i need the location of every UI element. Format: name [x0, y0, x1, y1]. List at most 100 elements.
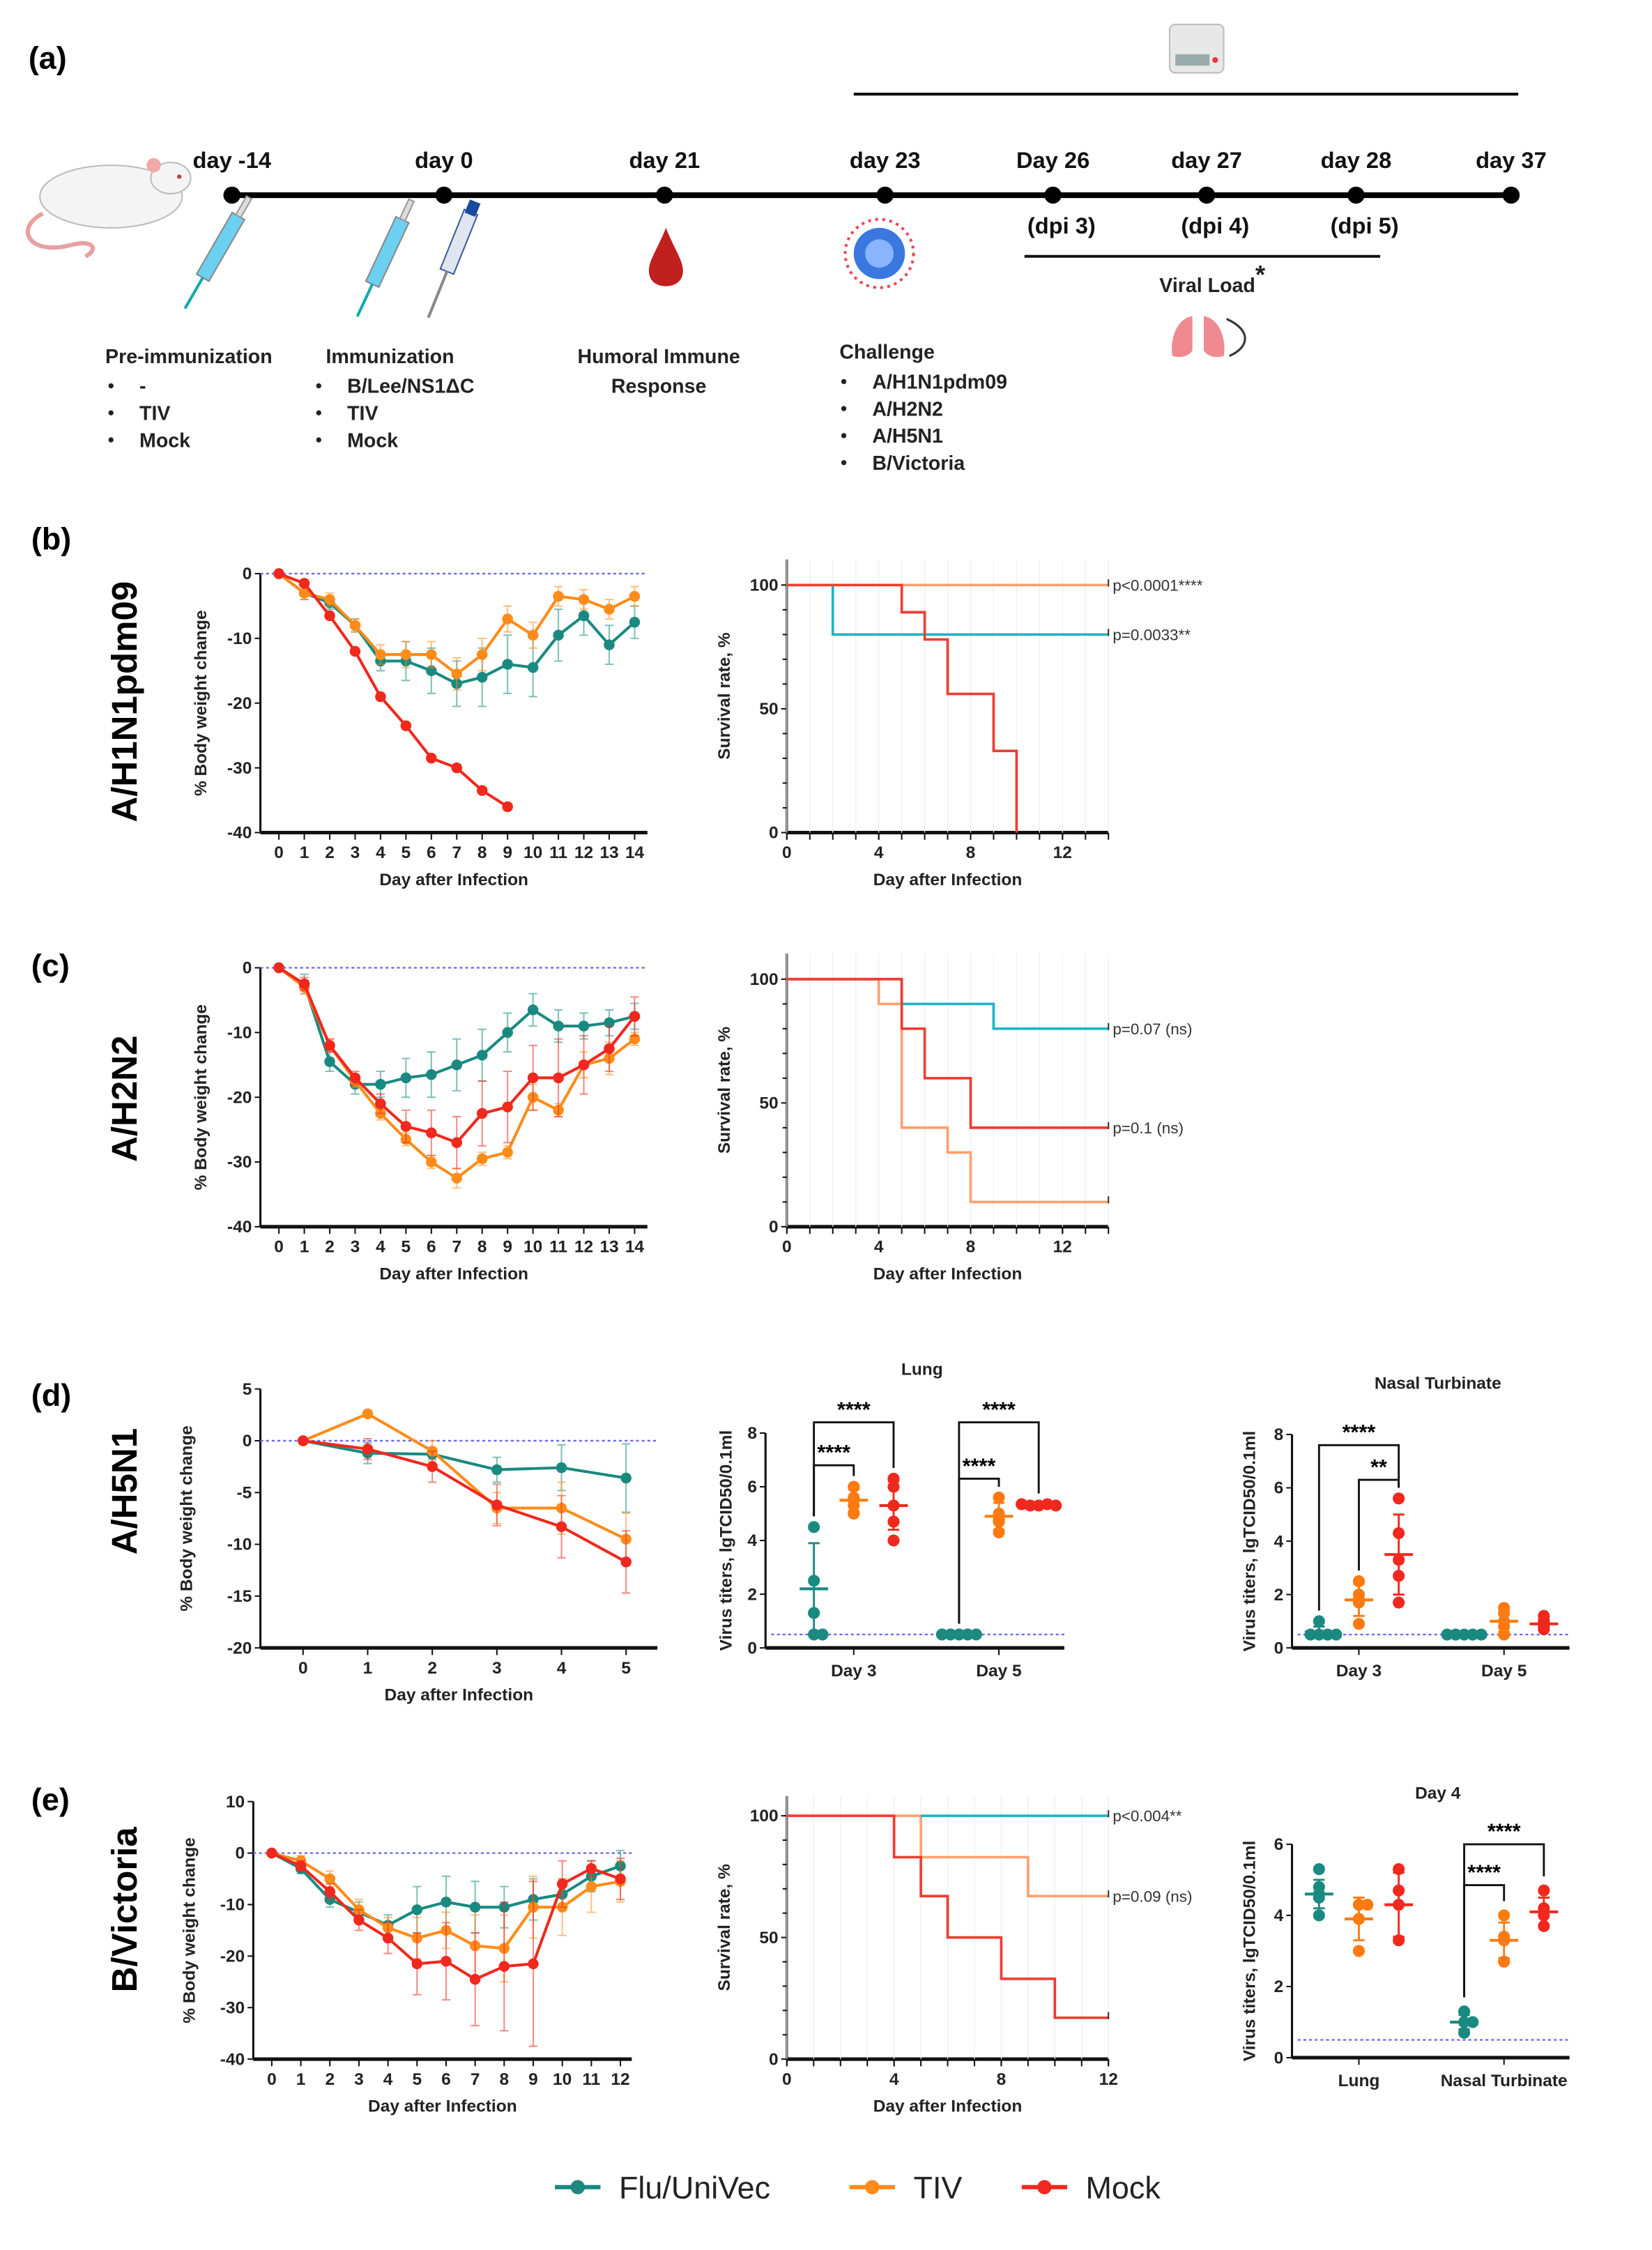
data-point	[1393, 1570, 1405, 1582]
data-point	[502, 1027, 513, 1039]
data-point	[1313, 1891, 1325, 1904]
dpi-label: (dpi 3)	[1027, 213, 1096, 238]
y-tick-label: 8	[747, 1424, 757, 1443]
data-point	[451, 762, 463, 774]
data-point	[324, 1056, 335, 1067]
group-flu-univec	[935, 1628, 982, 1641]
timeline-panel: day -14 day 0 day 21 day 23 Day 26 (dpi 3) day…	[26, 24, 1547, 475]
x-tick-label: 10	[523, 843, 542, 862]
x-tick-label: 6	[427, 843, 436, 862]
x-tick-label: 4	[889, 2070, 899, 2089]
data-point	[1313, 1909, 1325, 1922]
x-tick-label: 12	[574, 1238, 593, 1257]
x-tick-label: 4	[376, 1238, 385, 1257]
y-tick-label: 4	[1274, 1532, 1284, 1551]
category-label: Day 5	[1481, 1662, 1527, 1681]
x-tick-label: 4	[376, 843, 385, 862]
x-tick-label: 7	[471, 2070, 480, 2089]
group-flu-univec	[800, 1521, 829, 1641]
data-point	[1352, 1899, 1366, 1911]
x-tick-label: 2	[325, 1238, 335, 1257]
data-point	[476, 671, 488, 683]
data-point	[1304, 1628, 1317, 1641]
survival-curve-mock	[786, 977, 1109, 1129]
x-tick-label: 12	[1053, 1238, 1072, 1257]
data-point	[324, 1886, 336, 1897]
significance-bracket	[1463, 1884, 1506, 1998]
group-flu-univec	[1304, 1615, 1343, 1641]
legend-marker	[1037, 2180, 1052, 2195]
data-point	[1458, 2016, 1471, 2028]
y-tick-label: -30	[227, 1153, 252, 1172]
data-point	[1393, 1492, 1405, 1505]
timepoint-label: day 28	[1321, 147, 1392, 173]
group-tiv	[984, 1491, 1014, 1539]
x-tick-label: 8	[500, 2070, 510, 2089]
y-tick-label: 50	[759, 1094, 778, 1113]
chart-title: Day 4	[1415, 1784, 1461, 1803]
data-point	[476, 649, 488, 660]
y-tick-label: -30	[227, 759, 252, 778]
data-point	[604, 639, 615, 650]
x-tick-label: 9	[503, 1238, 512, 1257]
y-axis-label: Survival rate, %	[715, 1027, 734, 1154]
data-point	[1393, 1884, 1405, 1897]
timepoint-label: day 0	[415, 147, 473, 173]
data-point	[426, 1069, 437, 1080]
x-tick-label: 10	[523, 1238, 542, 1257]
data-point	[1016, 1498, 1028, 1510]
group-flu-univec	[1304, 1863, 1333, 1922]
data-point	[502, 801, 513, 813]
y-axis-label: Virus titers, lgTCID50/0.1ml	[1240, 1841, 1259, 2062]
data-point	[604, 1043, 615, 1055]
data-point	[629, 1011, 641, 1022]
y-tick-label: 50	[759, 1929, 778, 1947]
bullet-icon	[841, 460, 847, 466]
x-tick-label: 0	[782, 843, 792, 862]
data-point	[400, 720, 412, 732]
x-tick-label: 2	[325, 843, 335, 862]
timepoint-marker	[1502, 186, 1520, 204]
y-axis-label: % Body weight change	[178, 1425, 197, 1612]
data-point	[426, 752, 437, 764]
data-point	[349, 620, 361, 632]
y-tick-label: -15	[227, 1587, 252, 1606]
timepoint-marker	[1198, 186, 1216, 204]
y-tick-label: -20	[227, 1639, 252, 1658]
y-tick-label: 0	[747, 1639, 757, 1658]
data-point	[375, 1078, 386, 1090]
data-point	[1538, 1623, 1550, 1635]
row-label-h1n1: A/H1N1pdm09	[105, 581, 144, 822]
data-point	[426, 1156, 437, 1168]
data-point	[556, 1462, 567, 1474]
data-point	[1458, 1628, 1471, 1641]
legend-marker	[570, 2180, 585, 2195]
x-tick-label: 11	[582, 2070, 600, 2089]
data-point	[349, 1072, 361, 1084]
y-tick-label: 2	[747, 1585, 757, 1604]
data-point	[298, 588, 310, 599]
data-point	[993, 1526, 1005, 1539]
x-tick-label: 9	[503, 843, 512, 862]
data-point	[993, 1515, 1005, 1528]
data-point	[298, 978, 310, 990]
list-item: B/Lee/NS1ΔC	[347, 376, 474, 398]
dpi-label: (dpi 5)	[1331, 213, 1399, 238]
x-axis-label: Day after Infection	[379, 871, 528, 889]
data-point	[451, 668, 463, 680]
data-point	[527, 1004, 539, 1016]
pre-immunization-title: Pre-immunization	[105, 346, 273, 368]
data-point	[273, 568, 284, 579]
p-value-annotation: p=0.07 (ns)	[1112, 1020, 1192, 1038]
group-flu-univec	[1450, 2005, 1479, 2039]
data-point	[586, 1881, 597, 1892]
significance-label: ****	[817, 1441, 850, 1464]
y-tick-label: 0	[243, 1432, 252, 1451]
data-point	[887, 1534, 900, 1547]
data-point	[1498, 1628, 1510, 1641]
y-tick-label: 0	[769, 824, 779, 843]
data-point	[578, 1059, 590, 1071]
list-item: TIV	[347, 403, 378, 425]
